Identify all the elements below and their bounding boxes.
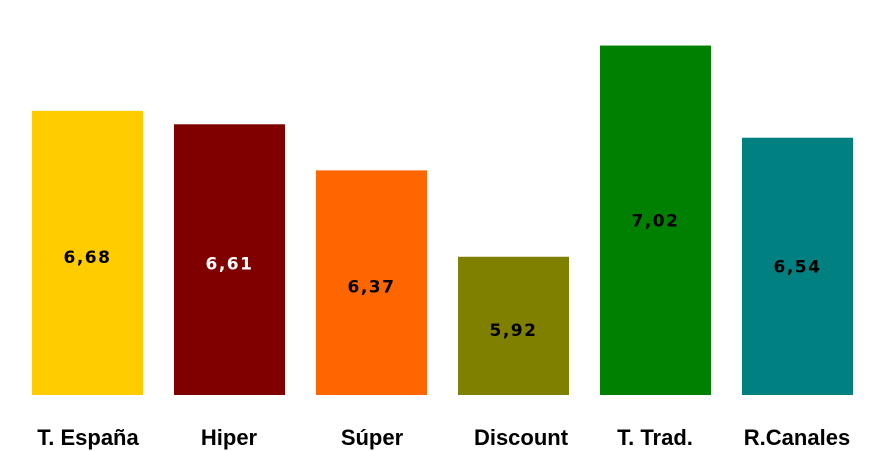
bar-0 bbox=[32, 110, 143, 395]
bar-1 bbox=[174, 124, 285, 395]
value-label-2: 6,37 bbox=[348, 278, 396, 298]
value-label-5: 6,54 bbox=[774, 257, 822, 277]
bar-3 bbox=[458, 256, 569, 395]
category-label-2: Súper bbox=[341, 425, 404, 450]
category-label-3: Discount bbox=[474, 425, 569, 450]
bar-5 bbox=[742, 137, 853, 395]
category-label-5: R.Canales bbox=[744, 425, 850, 450]
category-label-4: T. Trad. bbox=[617, 425, 693, 450]
category-label-1: Hiper bbox=[201, 425, 258, 450]
value-label-3: 5,92 bbox=[490, 321, 538, 341]
value-label-0: 6,68 bbox=[64, 248, 112, 268]
value-label-1: 6,61 bbox=[206, 255, 254, 275]
value-label-4: 7,02 bbox=[632, 211, 680, 231]
bar-4 bbox=[600, 45, 711, 396]
category-label-0: T. España bbox=[37, 425, 139, 450]
bar-2 bbox=[316, 170, 427, 395]
